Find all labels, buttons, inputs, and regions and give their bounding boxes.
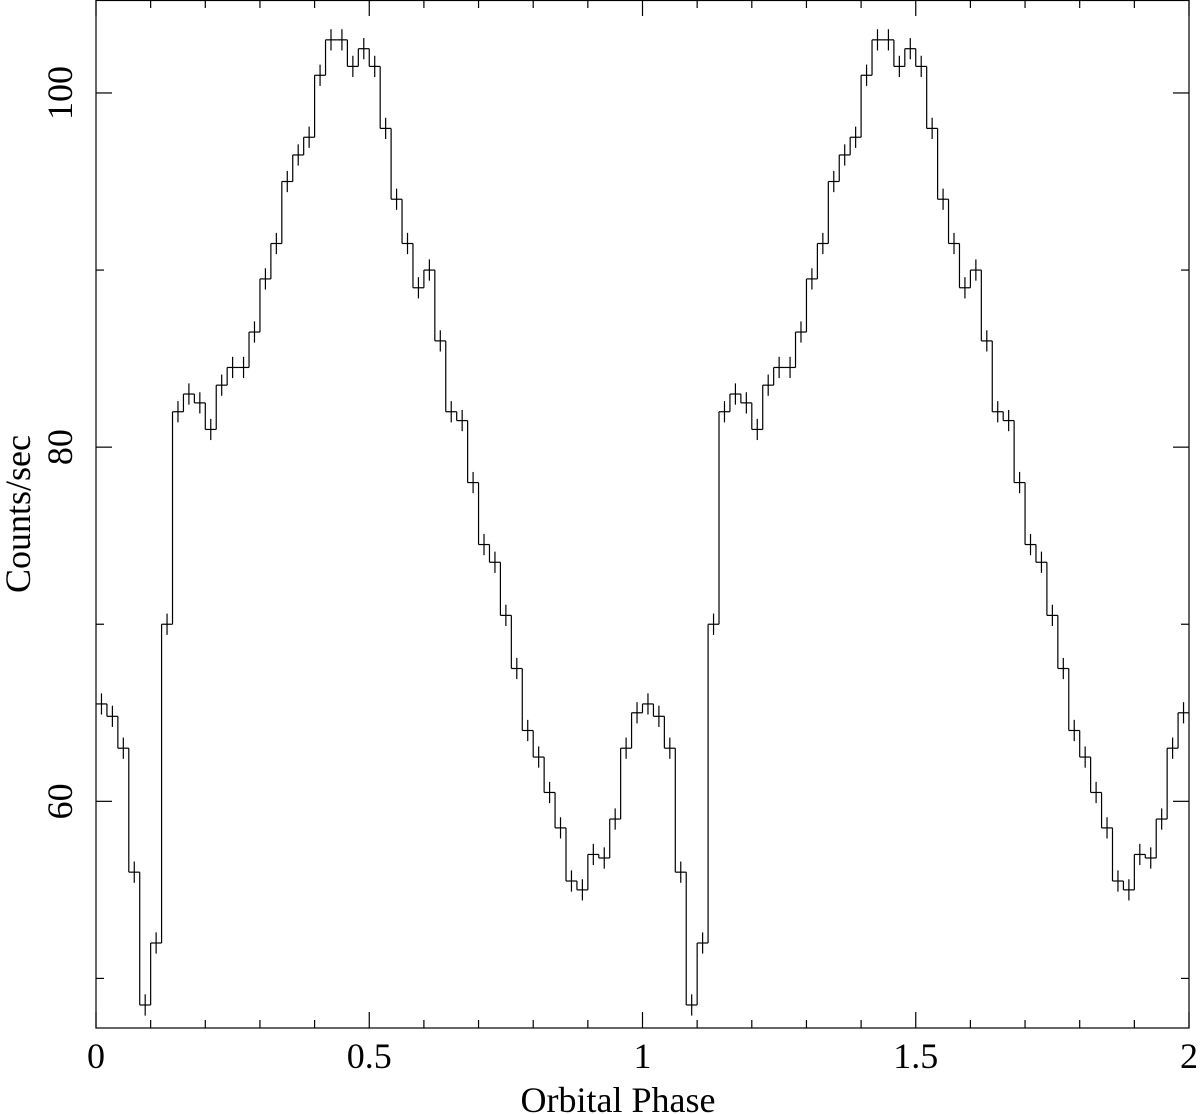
x-axis-label: Orbital Phase xyxy=(521,1080,716,1114)
x-tick-label: 0.5 xyxy=(347,1036,392,1076)
y-tick-label: 80 xyxy=(40,429,80,465)
x-tick-label: 1 xyxy=(634,1036,652,1076)
x-tick-label: 2 xyxy=(1180,1036,1198,1076)
x-tick-label: 1.5 xyxy=(893,1036,938,1076)
y-tick-label: 60 xyxy=(40,783,80,819)
y-axis-label: Counts/sec xyxy=(0,435,38,593)
y-tick-label: 100 xyxy=(40,66,80,120)
x-tick-label: 0 xyxy=(87,1036,105,1076)
